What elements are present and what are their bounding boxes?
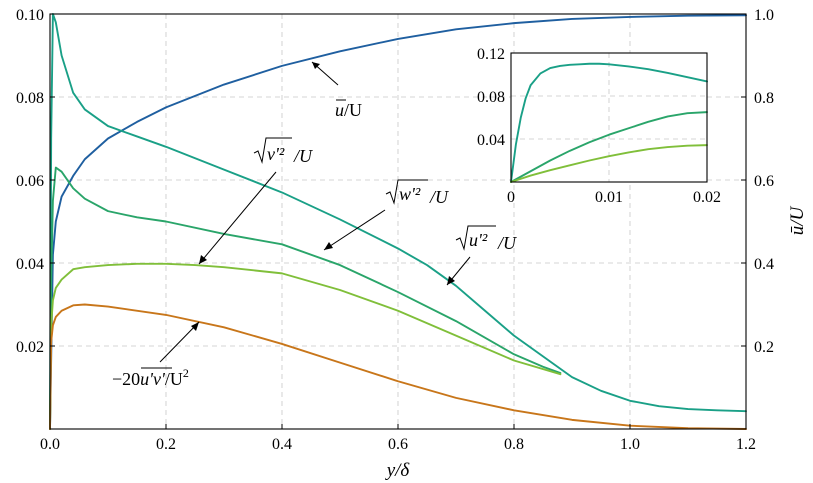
annotation-shear-stress: −20u'v'/U2	[112, 321, 200, 389]
label-v-rms-rest: /U	[293, 146, 313, 166]
main-ticks: 0.0 0.2 0.4 0.6 0.8 1.0 1.2 0.02 0.04 0.06 0.08 0.1…	[16, 7, 774, 453]
radical-u-rms	[455, 225, 496, 251]
series-v-rms	[49, 166, 562, 430]
y-left-tick-label: 0.04	[16, 256, 44, 273]
y-right-tick-label: 0.8	[754, 90, 774, 107]
y-left-tick-label: 0.06	[16, 173, 44, 190]
annotation-u-rms: u'² /U	[446, 225, 517, 286]
arrowhead-mean-velocity	[312, 62, 320, 69]
y-left-tick-label: 0.10	[16, 7, 44, 24]
arrowhead-v-rms	[199, 255, 207, 264]
label-mean-velocity: u/U	[335, 100, 362, 120]
inset-curves	[510, 62, 708, 183]
y-left-tick-label: 0.02	[16, 339, 44, 356]
y-right-tick-label: 0.2	[754, 339, 774, 356]
x-tick-label: 1.0	[620, 436, 640, 453]
annotation-w-rms: w'² /U	[323, 179, 449, 251]
series-mean-velocity	[49, 14, 747, 430]
inset-plot: 0 0.01 0.02 0.04 0.08 0.12	[477, 46, 721, 206]
x-axis-label: y/δ	[385, 460, 411, 481]
x-tick-label: 0.8	[504, 436, 524, 453]
inset-series-w-rms	[510, 144, 708, 183]
y-left-tick-label: 0.08	[16, 90, 44, 107]
arrowhead-w-rms	[324, 242, 333, 250]
inset-series-v-rms	[510, 111, 708, 183]
arrow-v-rms	[198, 171, 277, 265]
annotation-mean-velocity: u/U	[311, 61, 362, 120]
series-shear-stress	[49, 303, 747, 430]
series-w-rms	[49, 262, 562, 430]
x-tick-label: 0.0	[40, 436, 60, 453]
label-w-rms-rest: /U	[429, 187, 449, 207]
x-tick-label: 0.6	[388, 436, 408, 453]
inset-x-tick-label: 0.01	[595, 189, 623, 206]
arrowhead-u-rms	[447, 276, 455, 285]
series-u-rms	[49, 13, 747, 430]
arrowhead-shear-stress	[191, 322, 199, 331]
x-tick-label: 0.2	[156, 436, 176, 453]
annotation-v-rms: v'² /U	[198, 137, 313, 265]
radical-w-rms	[385, 179, 428, 205]
arrow-shear-stress	[159, 321, 200, 363]
inset-x-tick-label: 0.02	[693, 189, 721, 206]
right-axis-label: ū/U	[787, 205, 808, 235]
inset-grid	[511, 53, 707, 182]
x-tick-label: 1.2	[736, 436, 756, 453]
main-curves	[49, 13, 747, 430]
y-right-tick-label: 0.6	[754, 173, 774, 190]
inset-series-u-rms	[510, 62, 708, 183]
inset-y-tick-label: 0.04	[477, 132, 505, 149]
label-w-rms: w'²	[399, 184, 421, 204]
y-right-tick-label: 0.4	[754, 256, 774, 273]
inset-ticks: 0 0.01 0.02 0.04 0.08 0.12	[477, 46, 721, 206]
label-shear-stress: −20u'v'/U2	[112, 366, 189, 389]
label-u-rms: u'²	[469, 230, 488, 250]
inset-y-tick-label: 0.12	[477, 46, 505, 63]
inset-frame	[510, 52, 708, 183]
radical-v-rms	[253, 137, 292, 164]
x-tick-label: 0.4	[272, 436, 292, 453]
y-right-tick-label: 1.0	[754, 7, 774, 24]
arrow-w-rms	[323, 209, 386, 251]
inset-y-tick-label: 0.08	[477, 89, 505, 106]
inset-x-tick-label: 0	[507, 189, 515, 206]
label-u-rms-rest: /U	[497, 233, 517, 253]
label-v-rms: v'²	[267, 144, 285, 164]
